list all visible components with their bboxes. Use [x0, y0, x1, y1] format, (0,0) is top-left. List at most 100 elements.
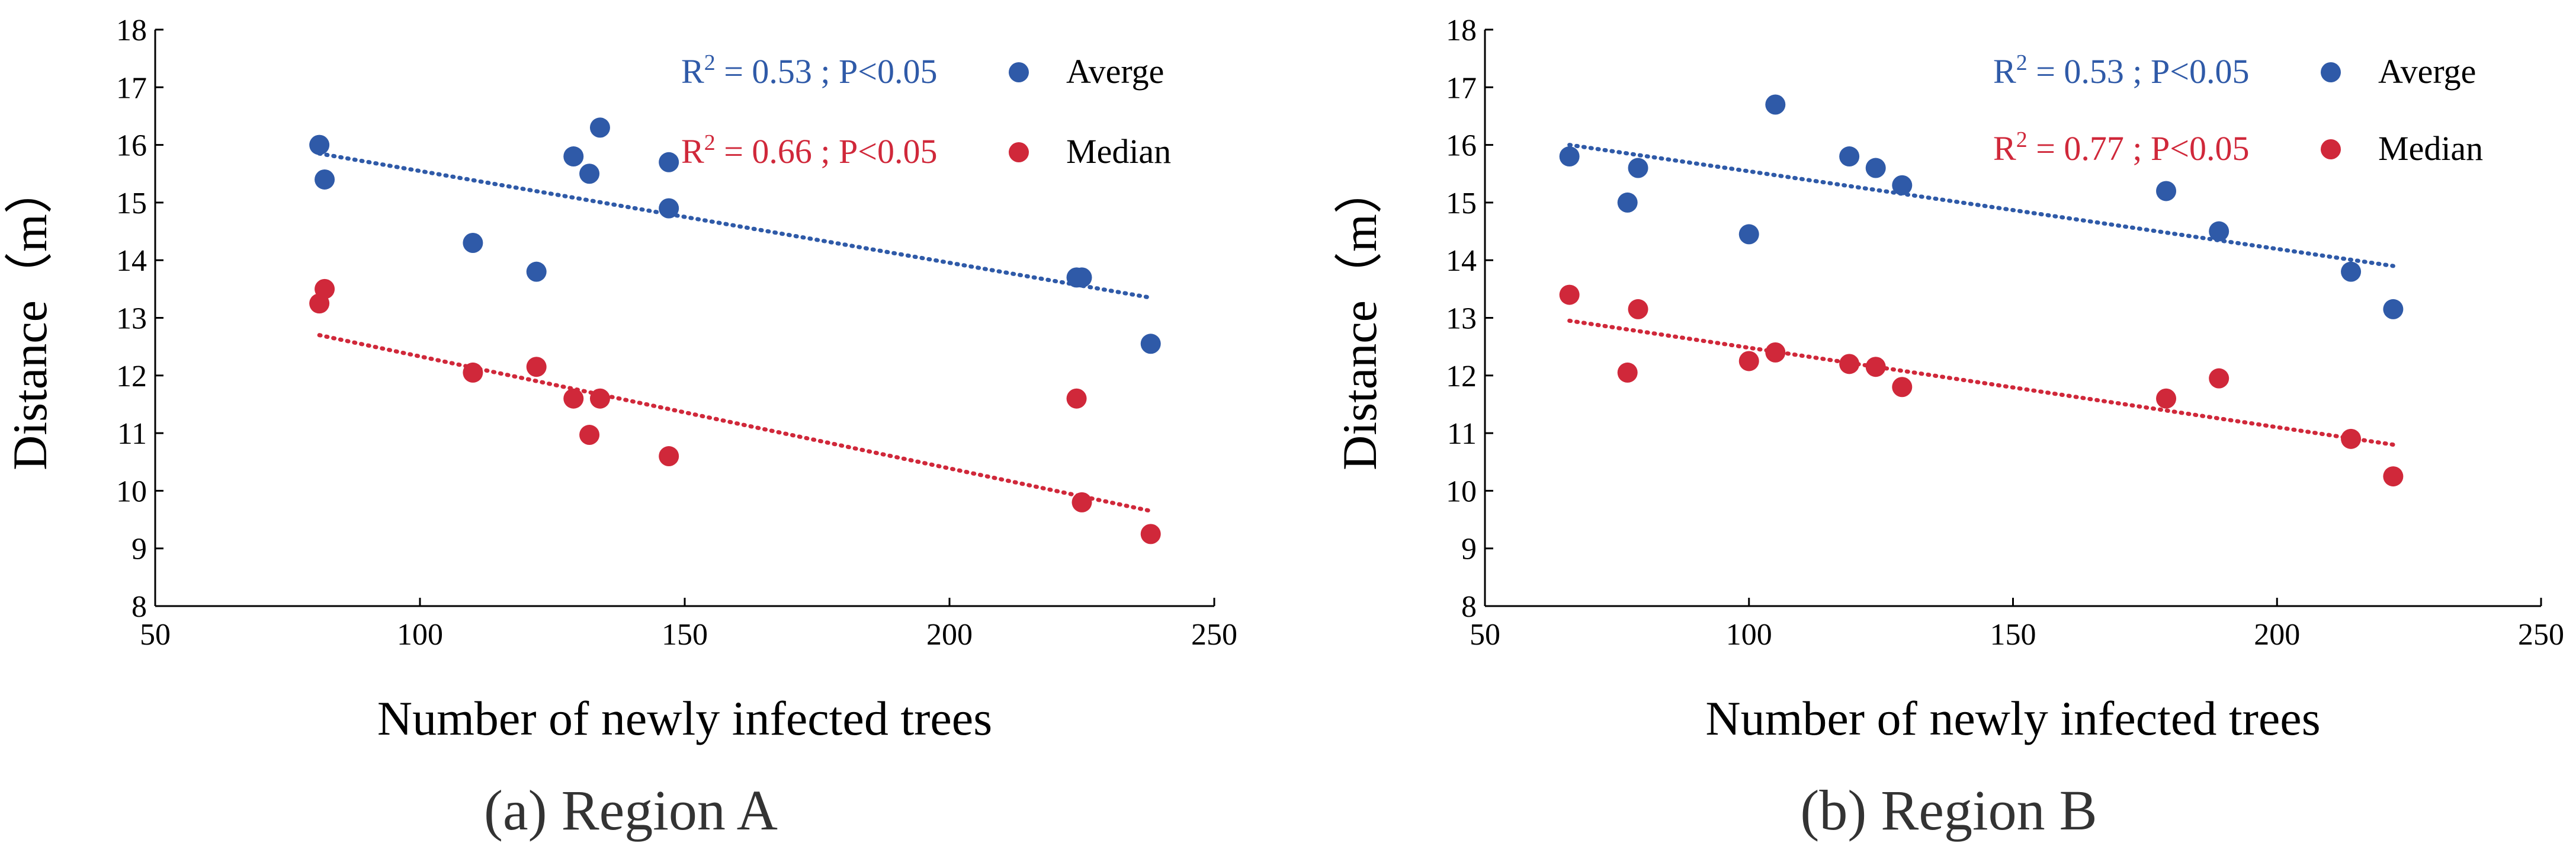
x-tick-label: 100 — [397, 618, 443, 652]
y-tick-label: 9 — [131, 533, 147, 566]
x-tick-label: 200 — [926, 618, 973, 652]
data-point-averge — [2383, 299, 2404, 319]
data-point-median — [2156, 388, 2177, 409]
data-point-averge — [309, 134, 330, 155]
y-tick-label: 18 — [1446, 14, 1477, 47]
y-tick-label: 11 — [117, 417, 147, 451]
data-point-averge — [1865, 158, 1886, 178]
data-point-median — [563, 388, 584, 409]
x-tick-label: 150 — [662, 618, 708, 652]
data-point-median — [315, 278, 335, 299]
data-point-median — [1765, 342, 1786, 363]
y-tick-label: 8 — [131, 590, 147, 624]
data-point-averge — [1738, 224, 1759, 245]
legend-marker-median — [1009, 142, 1029, 162]
data-point-averge — [1892, 175, 1913, 196]
data-point-averge — [526, 261, 547, 282]
x-tick-label: 250 — [1191, 618, 1237, 652]
panel-caption: (b) Region B — [1800, 778, 2097, 842]
y-axis-label: Distance（m） — [3, 165, 57, 470]
x-tick-label: 50 — [1470, 618, 1500, 652]
legend-marker-averge — [2321, 62, 2341, 82]
trend-line-averge — [1567, 143, 2395, 268]
x-tick-label: 250 — [2518, 618, 2564, 652]
data-point-median — [1892, 377, 1913, 398]
legend-marker-averge — [1009, 62, 1029, 82]
data-point-median — [1140, 524, 1161, 544]
y-tick-label: 14 — [1446, 244, 1477, 278]
y-tick-label: 8 — [1461, 590, 1477, 624]
y-tick-label: 14 — [116, 244, 147, 278]
r-squared-annotation-median: R2 = 0.77 ; P<0.05 — [1993, 127, 2249, 168]
data-point-averge — [1839, 146, 1860, 167]
chart-panel-region-b: 8 9 10 11 12 13 14 15 16 17 18 50 100 150 200 250 Distan… — [1333, 14, 2564, 842]
trend-line-averge — [317, 151, 1153, 300]
y-tick-label: 11 — [1447, 417, 1477, 451]
data-point-median — [2341, 428, 2362, 449]
x-tick-label: 200 — [2254, 618, 2300, 652]
y-tick-label: 10 — [116, 475, 147, 508]
y-tick-label: 15 — [1446, 187, 1477, 220]
y-tick-label: 12 — [1446, 360, 1477, 393]
data-point-median — [526, 357, 547, 377]
r-squared-annotation-averge: R2 = 0.53 ; P<0.05 — [1993, 50, 2249, 91]
data-point-averge — [1765, 94, 1786, 115]
legend-label-averge: Averge — [2378, 52, 2476, 91]
data-point-averge — [659, 198, 679, 219]
data-point-averge — [1072, 267, 1092, 288]
r-squared-annotation-median: R2 = 0.66 ; P<0.05 — [681, 130, 937, 171]
data-point-median — [659, 446, 679, 467]
trend-line-median — [317, 333, 1153, 513]
data-point-averge — [2341, 261, 2362, 282]
x-tick-label: 50 — [140, 618, 171, 652]
data-point-median — [1865, 357, 1886, 377]
data-point-averge — [563, 146, 584, 167]
y-tick-label: 10 — [1446, 475, 1477, 508]
data-point-averge — [315, 169, 335, 190]
y-tick-label: 17 — [116, 71, 147, 105]
y-tick-label: 12 — [116, 360, 147, 393]
data-point-median — [579, 425, 600, 446]
y-tick-label: 13 — [1446, 302, 1477, 336]
data-point-median — [589, 388, 610, 409]
data-point-median — [1066, 388, 1087, 409]
y-axis-label: Distance（m） — [1333, 165, 1387, 470]
data-point-averge — [463, 233, 483, 254]
data-point-averge — [2209, 221, 2229, 242]
chart-panel-region-a: 8 9 10 11 12 13 14 15 16 17 18 50 100 150 200 250 Distan… — [3, 14, 1237, 842]
x-tick-label: 150 — [1990, 618, 2036, 652]
x-axis-label: Number of newly infected trees — [377, 691, 992, 745]
data-point-averge — [1628, 158, 1648, 178]
y-tick-label: 15 — [116, 187, 147, 220]
y-tick-label: 17 — [1446, 71, 1477, 105]
x-tick-label: 100 — [1726, 618, 1772, 652]
panel-caption: (a) Region A — [484, 778, 778, 842]
data-point-median — [1839, 354, 1860, 374]
data-point-median — [1738, 351, 1759, 371]
data-point-averge — [2156, 181, 2177, 201]
y-tick-label: 16 — [116, 129, 147, 163]
legend-marker-median — [2321, 139, 2341, 159]
legend-label-averge: Averge — [1066, 52, 1164, 91]
data-point-averge — [1617, 192, 1638, 213]
legend-label-median: Median — [2378, 129, 2483, 168]
data-point-median — [1559, 284, 1580, 305]
data-point-median — [2383, 466, 2404, 487]
y-tick-label: 16 — [1446, 129, 1477, 163]
x-axis-label: Number of newly infected trees — [1705, 691, 2320, 745]
r-squared-annotation-averge: R2 = 0.53 ; P<0.05 — [681, 50, 937, 91]
data-point-averge — [579, 164, 600, 184]
data-point-averge — [1559, 146, 1580, 167]
y-tick-label: 18 — [116, 14, 147, 47]
legend-label-median: Median — [1066, 132, 1171, 171]
data-point-median — [1617, 362, 1638, 383]
data-point-averge — [659, 152, 679, 172]
data-point-median — [2209, 368, 2229, 389]
data-point-median — [1072, 492, 1092, 512]
data-point-averge — [589, 117, 610, 138]
y-tick-label: 9 — [1461, 533, 1477, 566]
y-tick-label: 13 — [116, 302, 147, 336]
data-point-averge — [1140, 334, 1161, 354]
data-point-median — [463, 362, 483, 383]
